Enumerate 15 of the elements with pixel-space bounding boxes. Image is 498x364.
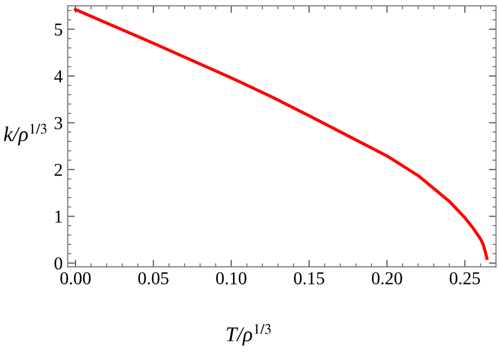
y-tick-label: 2 — [54, 164, 62, 176]
line-series — [74, 8, 489, 260]
x-tick-label: 0.10 — [216, 272, 246, 284]
x-axis-title: T/ρ$^{1/3}$ — [226, 324, 271, 346]
x-tick-label: 0.05 — [138, 272, 168, 284]
y-tick-label: 3 — [54, 117, 62, 130]
x-tick-label: 0.25 — [450, 272, 480, 284]
y-axis-title: k/ρ$^{1/3}$ — [4, 124, 46, 146]
y-tick-label: 0 — [54, 257, 62, 270]
y-tick-label: 5 — [54, 24, 62, 36]
x-tick-label: 0.00 — [60, 272, 91, 284]
x-tick-label: 0.20 — [372, 272, 402, 284]
y-tick-label: 1 — [55, 210, 62, 223]
x-tick-label: 0.15 — [294, 272, 324, 284]
y-tick-label: 4 — [54, 70, 63, 82]
